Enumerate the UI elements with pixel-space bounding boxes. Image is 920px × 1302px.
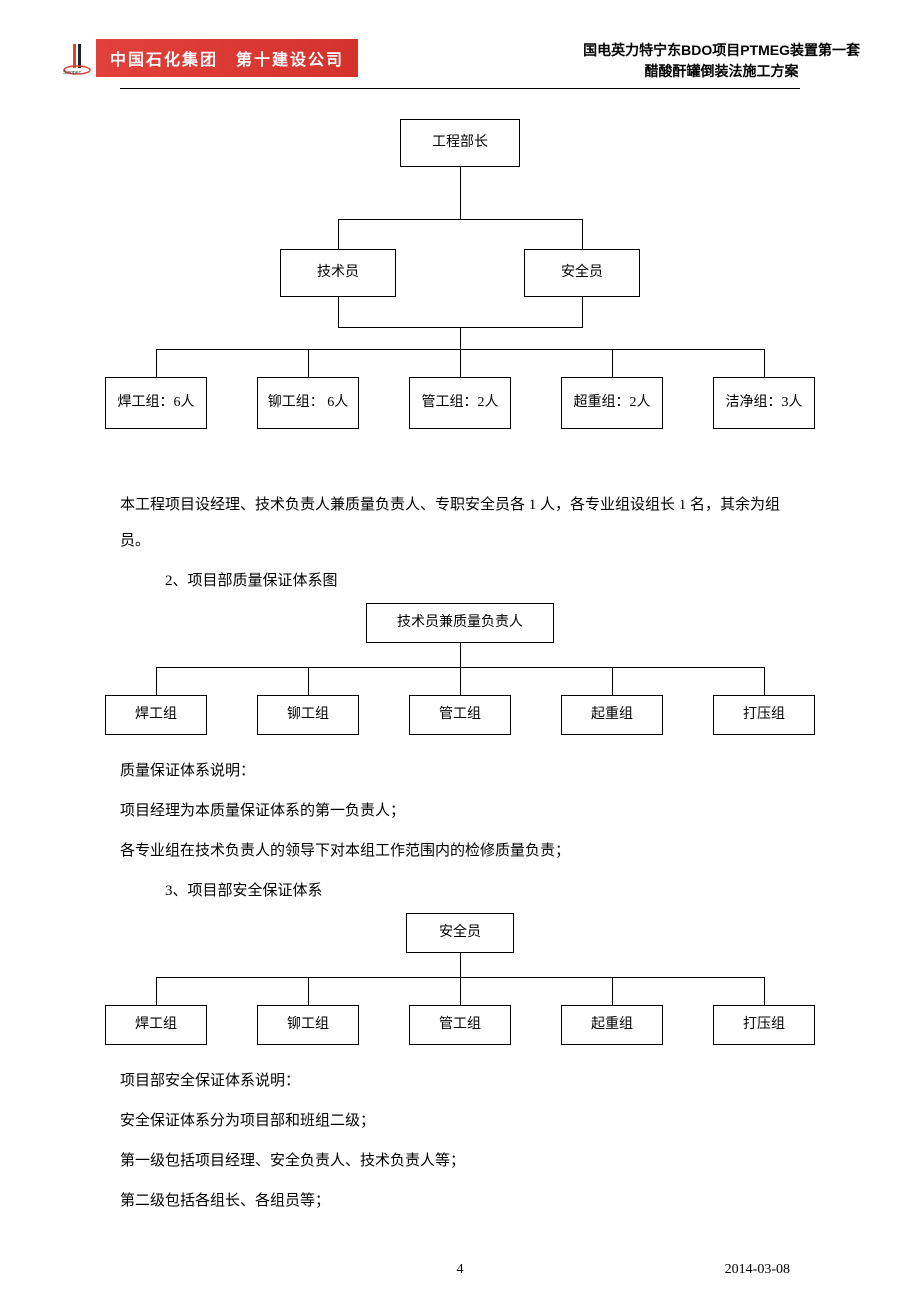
paragraph-safety-c: 第一级包括项目经理、安全负责人、技术负责人等； — [120, 1143, 800, 1179]
header-divider — [120, 88, 800, 89]
connector — [460, 349, 461, 377]
label: 6人 — [174, 392, 195, 414]
svg-text:Sinopec: Sinopec — [63, 70, 82, 76]
connector — [460, 953, 461, 977]
connector — [582, 219, 583, 249]
connector — [764, 977, 765, 1005]
node-rivet: 铆工组 — [257, 695, 359, 735]
connector — [308, 977, 309, 1005]
label: 人 — [334, 392, 348, 414]
logo-block: Sinopec 中国石化集团 第十建设公司 — [60, 40, 358, 76]
org-chart-2: 技术员兼质量负责人 焊工组 铆工组 管工组 起重组 打压组 — [120, 603, 800, 753]
connector — [612, 349, 613, 377]
label: 铆工组： 6 — [268, 392, 335, 414]
connector — [308, 667, 309, 695]
node-pipe: 管工组 — [409, 695, 511, 735]
connector — [156, 977, 157, 1005]
node-lifting: 起重组 — [561, 695, 663, 735]
connector — [764, 667, 765, 695]
node-welding-group: 焊工组：6人 — [105, 377, 207, 429]
label: 3人 — [782, 392, 803, 414]
node-rivet-group: 铆工组： 6人 — [257, 377, 359, 429]
connector — [612, 667, 613, 695]
node-welding: 焊工组 — [105, 1005, 207, 1045]
connector — [338, 219, 339, 249]
node-safety-lead: 安全员 — [406, 913, 514, 953]
connector — [612, 977, 613, 1005]
paragraph-safety-d: 第二级包括各组长、各组员等； — [120, 1183, 800, 1219]
connector — [764, 349, 765, 377]
heading-safety-system: 3、项目部安全保证体系 — [120, 873, 800, 909]
doc-title-line1: 国电英力特宁东BDO项目PTMEG装置第一套 — [583, 40, 860, 61]
connector — [460, 643, 461, 667]
node-director: 工程部长 — [400, 119, 520, 167]
connector — [460, 167, 461, 219]
heading-quality-system: 2、项目部质量保证体系图 — [120, 563, 800, 599]
page-header: Sinopec 中国石化集团 第十建设公司 国电英力特宁东BDO项目PTMEG装… — [60, 40, 860, 82]
label: 超重组： — [574, 392, 630, 414]
node-safety: 安全员 — [524, 249, 640, 297]
connector — [338, 297, 339, 327]
connector — [156, 667, 157, 695]
label: 2人 — [630, 392, 651, 414]
node-pipe: 管工组 — [409, 1005, 511, 1045]
paragraph-quality-b: 项目经理为本质量保证体系的第一负责人； — [120, 793, 800, 829]
node-pipe-group: 管工组：2人 — [409, 377, 511, 429]
sinopec-logo-icon: Sinopec — [60, 40, 94, 76]
label: 焊工组： — [118, 392, 174, 414]
org-chart-1: 工程部长 技术员 安全员 焊工组：6人 铆工组： 6人 管工组：2人 超重组：2… — [120, 119, 800, 459]
paragraph-staffing: 本工程项目设经理、技术负责人兼质量负责人、专职安全员各 1 人，各专业组设组长 … — [120, 487, 800, 559]
connector — [308, 349, 309, 377]
paragraph-safety-a: 项目部安全保证体系说明： — [120, 1063, 800, 1099]
paragraph-quality-c: 各专业组在技术负责人的领导下对本组工作范围内的检修质量负责； — [120, 833, 800, 869]
document-title: 国电英力特宁东BDO项目PTMEG装置第一套 醋酸酐罐倒装法施工方案 — [583, 40, 860, 82]
label: 洁净组： — [726, 392, 782, 414]
node-lifting: 起重组 — [561, 1005, 663, 1045]
node-pressure: 打压组 — [713, 695, 815, 735]
org-chart-3: 安全员 焊工组 铆工组 管工组 起重组 打压组 — [120, 913, 800, 1063]
company-banner: 中国石化集团 第十建设公司 — [96, 39, 358, 77]
connector — [338, 219, 583, 220]
connector — [460, 977, 461, 1005]
label: 2人 — [478, 392, 499, 414]
label: 管工组： — [422, 392, 478, 414]
node-welding: 焊工组 — [105, 695, 207, 735]
footer-date: 2014-03-08 — [725, 1262, 790, 1278]
node-quality-lead: 技术员兼质量负责人 — [366, 603, 554, 643]
connector — [460, 327, 461, 349]
node-technician: 技术员 — [280, 249, 396, 297]
paragraph-quality-desc: 质量保证体系说明： — [120, 753, 800, 789]
connector — [582, 297, 583, 327]
node-clean-group: 洁净组：3人 — [713, 377, 815, 429]
node-pressure: 打压组 — [713, 1005, 815, 1045]
connector — [156, 349, 157, 377]
doc-title-line2: 醋酸酐罐倒装法施工方案 — [583, 61, 860, 82]
node-lifting-group: 超重组：2人 — [561, 377, 663, 429]
page-content: 工程部长 技术员 安全员 焊工组：6人 铆工组： 6人 管工组：2人 超重组：2… — [60, 119, 860, 1219]
connector — [460, 667, 461, 695]
page-number: 4 — [457, 1262, 464, 1278]
paragraph-safety-b: 安全保证体系分为项目部和班组二级； — [120, 1103, 800, 1139]
node-rivet: 铆工组 — [257, 1005, 359, 1045]
